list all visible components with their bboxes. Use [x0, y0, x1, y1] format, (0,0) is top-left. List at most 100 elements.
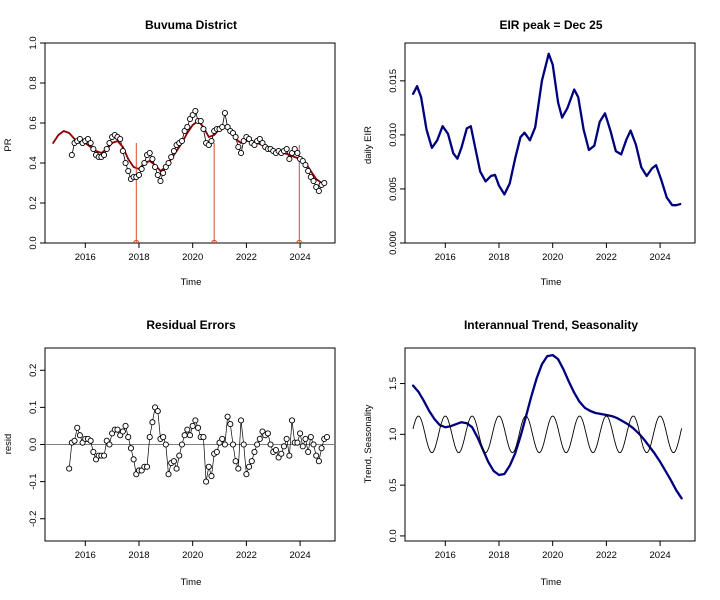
panel-title: Interannual Trend, Seasonality: [464, 318, 638, 332]
seasonality-line: [412, 415, 683, 454]
data-point: [192, 107, 199, 115]
data-point: [305, 167, 312, 175]
x-tick-label: 2018: [488, 550, 509, 561]
residual-point: [178, 441, 185, 448]
eir-line: [411, 52, 682, 207]
residual-point: [280, 443, 288, 450]
residual-point: [213, 448, 220, 455]
residual-point: [243, 471, 250, 478]
data-point: [286, 155, 293, 163]
data-point: [197, 117, 204, 125]
residual-point: [264, 430, 271, 437]
residual-point: [74, 424, 81, 431]
residual-point: [235, 465, 242, 472]
residual-point: [127, 445, 134, 452]
residual-point: [246, 463, 253, 470]
residual-point: [272, 447, 279, 454]
residual-point: [248, 458, 255, 465]
plot-area: 2016 2018 2020 2022 2024 -0.2 -0.1 0.0 0.1 0.2: [28, 347, 336, 561]
data-point: [160, 169, 167, 177]
data-point: [232, 133, 239, 141]
residual-point: [302, 435, 309, 442]
y-axis-label: resid: [3, 434, 14, 455]
residual-point: [162, 441, 169, 448]
residual-point: [200, 434, 207, 441]
data-point: [157, 177, 164, 185]
data-point: [294, 149, 301, 157]
residual-point: [294, 439, 301, 446]
data-point: [138, 165, 145, 173]
residual-point: [323, 434, 330, 441]
residual-point: [101, 452, 108, 459]
data-point: [68, 151, 75, 159]
x-tick-label: 2022: [236, 550, 257, 561]
residual-point: [286, 452, 293, 459]
residual-point: [76, 432, 83, 439]
x-axis-label: Time: [541, 277, 562, 288]
x-tick-label: 2018: [488, 252, 509, 263]
data-point: [235, 143, 242, 151]
y-tick-label: 0.005: [388, 177, 399, 201]
plot-frame: [404, 42, 696, 244]
residual-point: [240, 441, 247, 448]
residual-point: [254, 441, 261, 448]
residual-point: [114, 426, 121, 433]
y-tick-label: -0.1: [28, 473, 39, 489]
y-tick-label: 0.015: [388, 69, 399, 93]
data-point: [87, 139, 94, 147]
y-tick-label: 0.5: [388, 479, 399, 492]
data-point: [302, 161, 309, 169]
residual-point: [165, 471, 172, 478]
x-tick-label: 2022: [236, 252, 257, 263]
residual-point: [310, 441, 317, 448]
panel-title: Residual Errors: [146, 318, 236, 332]
residual-point: [119, 428, 126, 435]
x-tick-label: 2016: [75, 550, 96, 561]
data-point: [103, 145, 110, 153]
x-tick-label: 2020: [182, 252, 203, 263]
panel-pr: Buvuma District Time PR 2016 2018 2020 2022…: [3, 18, 336, 288]
x-tick-label: 2016: [75, 252, 96, 263]
data-point: [125, 167, 132, 175]
x-tick-label: 2022: [596, 252, 617, 263]
plot-content: [411, 52, 682, 207]
data-point: [90, 145, 97, 153]
x-tick-label: 2018: [128, 550, 149, 561]
residual-point: [318, 445, 325, 452]
x-tick-label: 2024: [290, 550, 311, 561]
residual-point: [267, 441, 274, 448]
residual-point: [181, 432, 188, 439]
residual-point: [307, 434, 314, 441]
residual-point: [256, 435, 263, 442]
data-point: [170, 147, 177, 155]
data-point: [152, 163, 159, 171]
x-axis-label: Time: [541, 577, 562, 588]
plot-content: [45, 404, 335, 485]
y-tick-label: 0.0: [388, 529, 399, 542]
residual-point: [71, 437, 78, 444]
residual-point: [122, 422, 129, 429]
data-point: [165, 159, 172, 167]
panel-eir: EIR peak = Dec 25 Time daily EIR 2016 201…: [363, 18, 696, 288]
y-axis-label: PR: [3, 138, 14, 151]
data-point: [219, 123, 226, 131]
data-point: [221, 109, 228, 117]
plot-content: [411, 353, 683, 500]
x-tick-label: 2018: [128, 252, 149, 263]
residual-point: [125, 434, 132, 441]
plot-area: 2016 2018 2020 2022 2024 0.0 0.2 0.4 0.6 0.8 1.0: [28, 36, 336, 263]
residual-point: [315, 458, 322, 465]
x-axis-label: Time: [181, 277, 202, 288]
y-axis-label: daily EIR: [363, 126, 374, 164]
y-tick-label: 0.8: [28, 76, 39, 89]
data-point: [141, 159, 148, 167]
y-tick-label: 0.000: [388, 231, 399, 255]
residual-point: [184, 426, 191, 433]
data-point: [184, 123, 191, 131]
x-tick-label: 2020: [542, 252, 563, 263]
data-point: [117, 135, 124, 143]
residual-point: [195, 424, 202, 431]
y-tick-label: 1.0: [388, 428, 399, 441]
x-tick-label: 2016: [435, 252, 456, 263]
